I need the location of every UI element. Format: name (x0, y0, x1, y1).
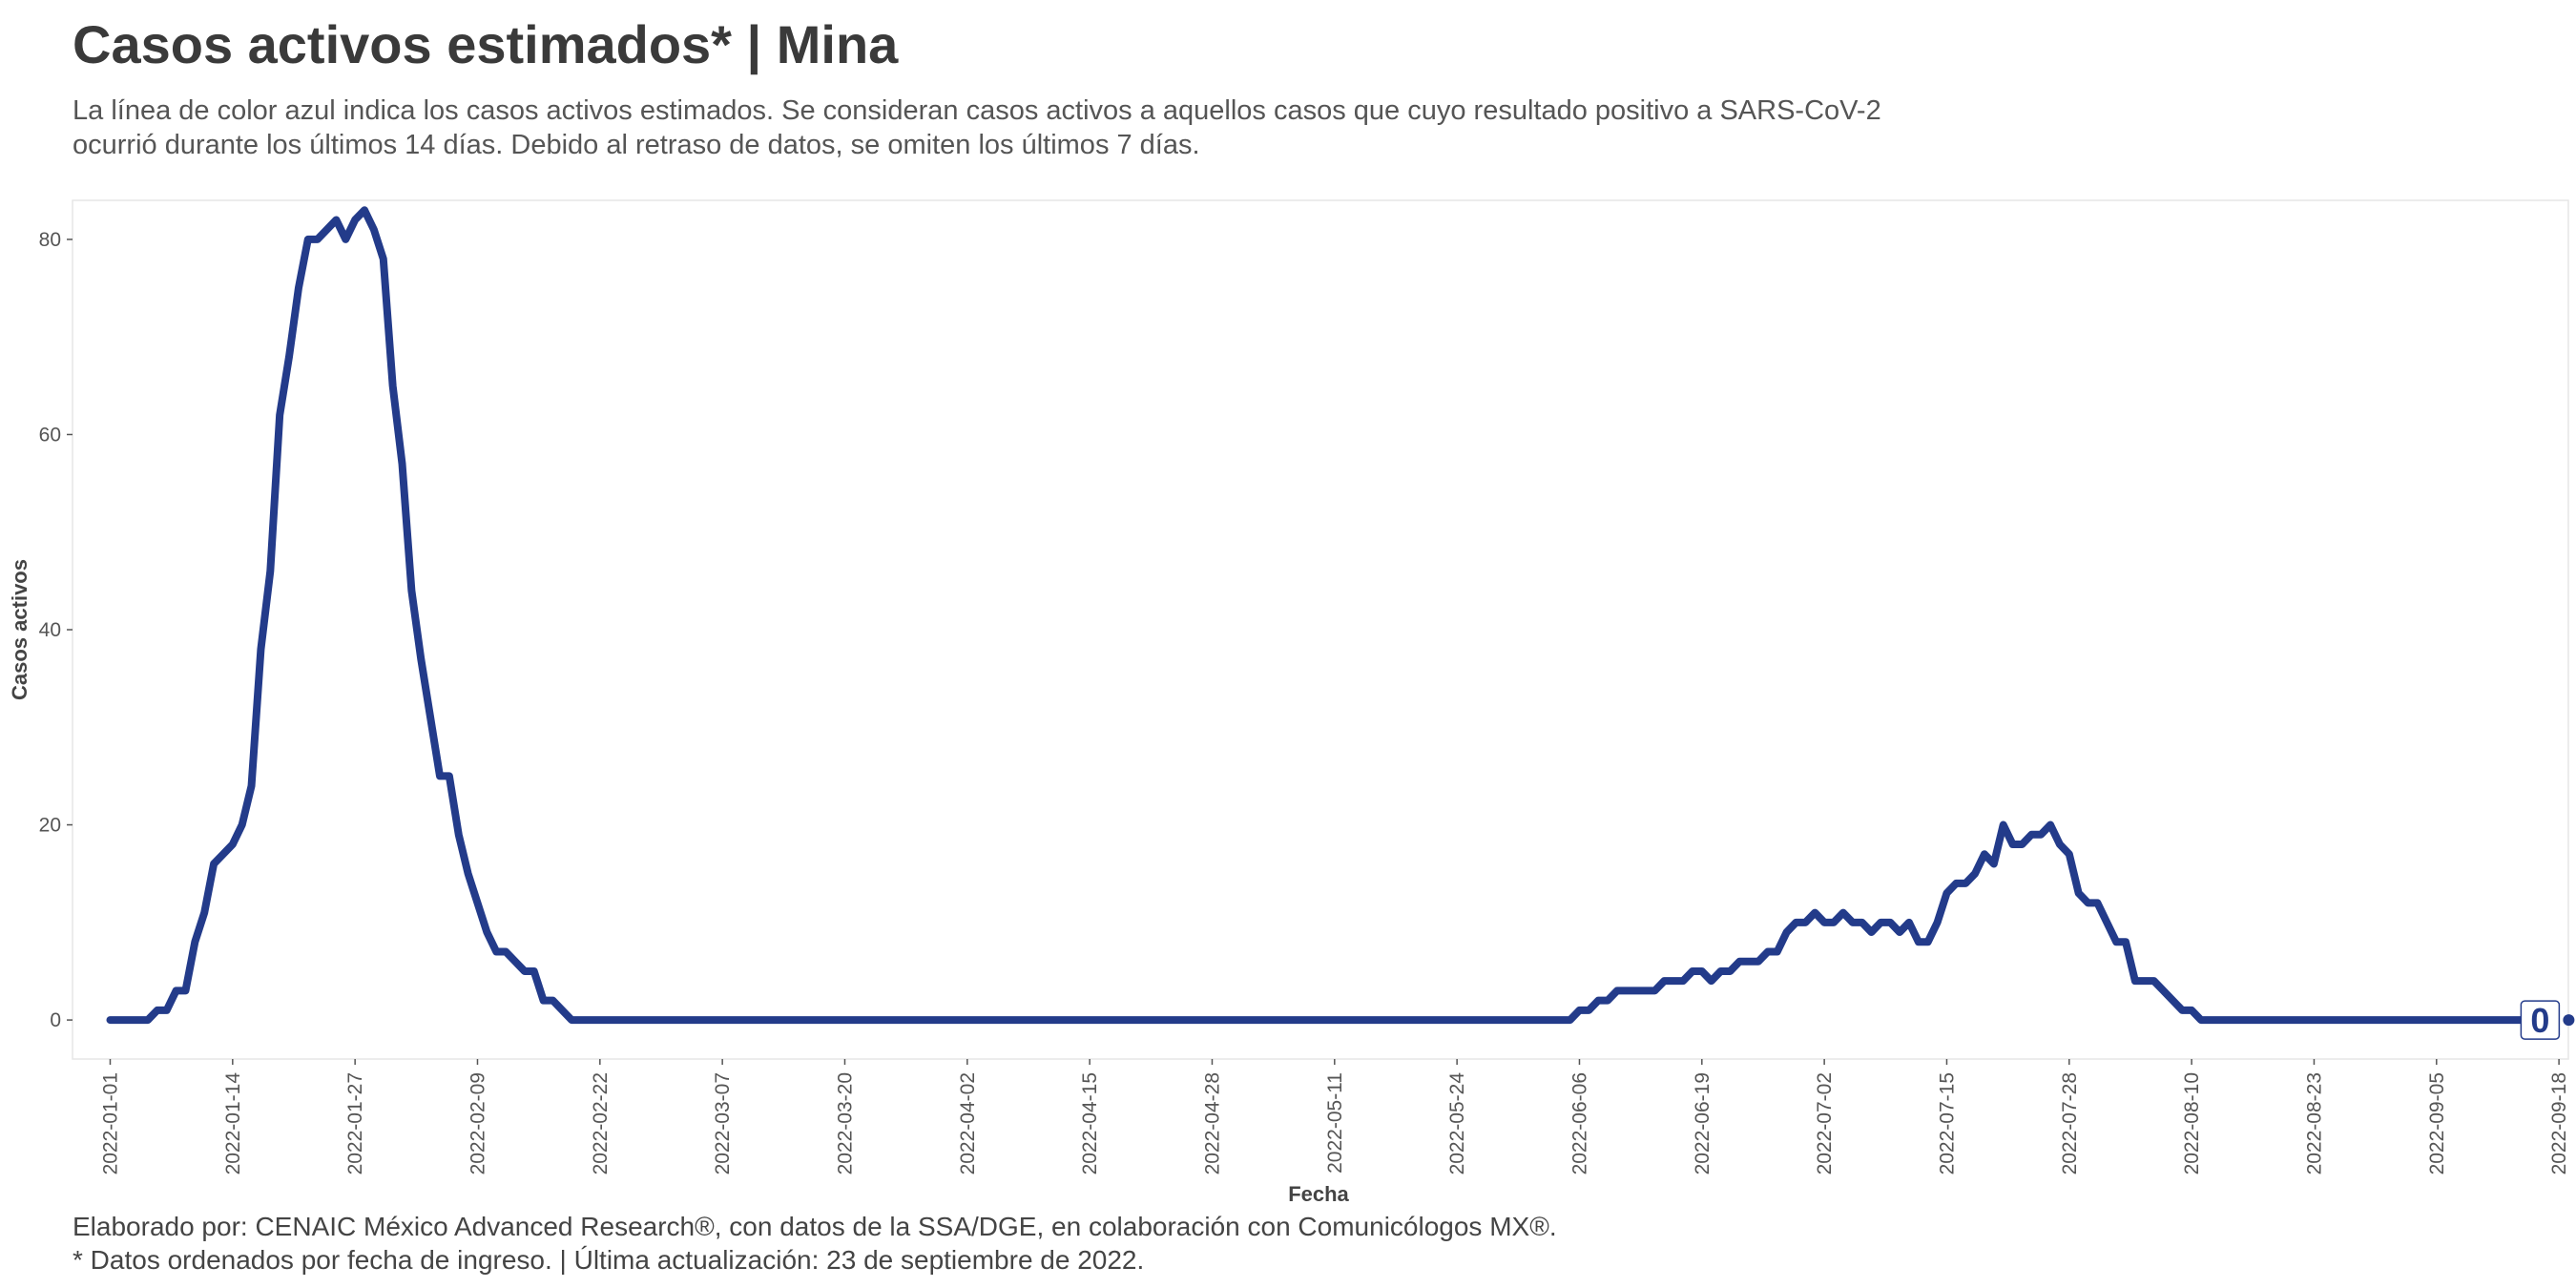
x-tick-label: 2022-04-28 (1201, 1072, 1223, 1174)
end-point (2563, 1014, 2575, 1027)
x-axis-title: Fecha (1288, 1182, 1349, 1206)
x-tick-label: 2022-02-22 (590, 1072, 612, 1174)
end-label-box (2520, 1000, 2561, 1040)
caption-note: * Datos ordenados por fecha de ingreso. … (73, 1245, 1145, 1275)
y-tick-label: 80 (39, 229, 61, 251)
x-tick-label: 2022-09-18 (2548, 1072, 2570, 1174)
end-label: 0 (2530, 1001, 2549, 1040)
x-tick-label: 2022-07-28 (2059, 1072, 2081, 1174)
x-tick-label: 2022-05-24 (1446, 1072, 1468, 1175)
y-axis-title: Casos activos (8, 559, 31, 700)
chart-subtitle: La línea de color azul indica los casos … (73, 95, 1881, 160)
y-tick-label: 40 (39, 619, 61, 641)
caption-credit: Elaborado por: CENAIC México Advanced Re… (73, 1212, 1557, 1241)
x-axis: 2022-01-01 2022-01-14 2022-01-27 2022-02-09… (99, 1059, 2570, 1174)
x-tick-label: 2022-08-23 (2303, 1072, 2325, 1174)
caption: Elaborado por: CENAIC México Advanced Re… (73, 1210, 1557, 1277)
y-axis: 0 20 40 60 80 (39, 229, 73, 1031)
x-tick-label: 2022-04-15 (1079, 1072, 1101, 1174)
x-tick-label: 2022-02-09 (467, 1072, 488, 1174)
x-tick-label: 2022-01-14 (222, 1072, 244, 1175)
y-tick-label: 0 (50, 1009, 61, 1031)
y-tick-label: 20 (39, 815, 61, 837)
x-tick-label: 2022-08-10 (2181, 1072, 2203, 1174)
x-tick-label: 2022-07-15 (1936, 1072, 1958, 1174)
series-line (106, 206, 2545, 1025)
chart-title: Casos activos estimados* | Mina (73, 14, 899, 74)
x-tick-label: 2022-09-05 (2426, 1072, 2448, 1174)
x-tick-label: 2022-01-27 (344, 1072, 366, 1174)
x-tick-label: 2022-01-01 (99, 1072, 121, 1174)
x-tick-label: 2022-03-20 (834, 1072, 856, 1174)
plot-panel (72, 199, 2569, 1060)
x-tick-label: 2022-04-02 (957, 1072, 979, 1174)
y-tick-label: 60 (39, 424, 61, 446)
x-tick-label: 2022-05-11 (1324, 1072, 1346, 1174)
x-tick-label: 2022-03-07 (712, 1072, 734, 1174)
x-tick-label: 2022-06-19 (1692, 1072, 1714, 1174)
x-tick-label: 2022-07-02 (1814, 1072, 1836, 1174)
x-tick-label: 2022-06-06 (1568, 1072, 1590, 1174)
